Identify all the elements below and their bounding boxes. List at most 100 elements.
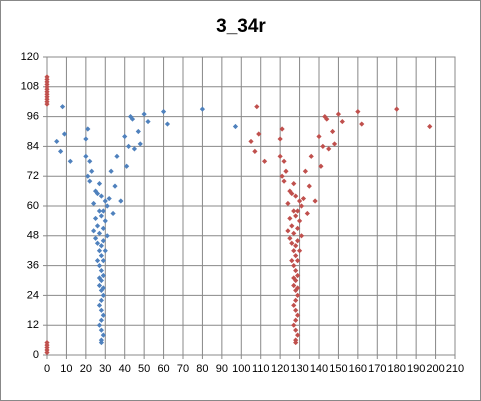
point (262, 158, 268, 164)
point (89, 168, 95, 174)
point (293, 193, 299, 199)
x-tick-label: 160 (349, 363, 367, 375)
point (252, 148, 258, 154)
point (295, 208, 301, 214)
point (102, 198, 108, 204)
y-tick-label: 108 (21, 81, 39, 93)
point (126, 143, 132, 149)
point (96, 322, 103, 328)
point (339, 118, 345, 125)
point (87, 178, 93, 184)
x-tick-label: 110 (252, 363, 270, 375)
point (108, 168, 114, 174)
point (293, 307, 299, 313)
point (298, 203, 305, 209)
y-tick-label: 120 (21, 51, 39, 63)
point (98, 317, 104, 323)
point (291, 322, 297, 328)
point (277, 153, 283, 159)
point (291, 302, 297, 308)
point (100, 258, 106, 264)
point (199, 106, 206, 112)
point (295, 225, 301, 231)
point (289, 258, 295, 264)
point (318, 163, 324, 169)
point (44, 349, 50, 356)
point (326, 146, 332, 152)
point (91, 228, 97, 234)
point (96, 282, 103, 289)
point (135, 128, 141, 135)
point (302, 168, 308, 174)
point (124, 163, 130, 169)
y-tick-label: 84 (27, 140, 39, 152)
x-tick-label: 10 (60, 363, 72, 375)
point (285, 200, 291, 207)
x-tick-label: 80 (196, 363, 208, 375)
point (100, 208, 106, 214)
point (287, 215, 293, 222)
x-tick-label: 210 (446, 363, 464, 375)
point (295, 272, 301, 279)
point (279, 126, 285, 132)
x-tick-label: 0 (44, 363, 50, 375)
x-tick-label: 20 (80, 363, 92, 375)
point (96, 181, 103, 187)
x-tick-label: 100 (232, 363, 250, 375)
point (335, 111, 342, 117)
point (59, 104, 66, 110)
y-tick-label: 36 (27, 260, 39, 272)
point (141, 111, 147, 117)
point (256, 131, 262, 137)
point (293, 339, 299, 346)
point (94, 190, 101, 197)
point (98, 327, 104, 333)
point (254, 104, 260, 110)
point (324, 116, 330, 122)
point (91, 200, 97, 207)
x-tick-label: 130 (290, 363, 308, 375)
x-tick-label: 40 (119, 363, 131, 375)
point (291, 248, 297, 254)
point (355, 109, 361, 115)
point (110, 210, 116, 217)
point (114, 153, 120, 159)
x-tick-label: 180 (388, 363, 406, 375)
point (287, 235, 293, 241)
point (291, 275, 297, 281)
point (129, 116, 136, 122)
point (295, 285, 301, 291)
point (98, 253, 104, 259)
point (98, 339, 104, 346)
point (102, 248, 108, 254)
point (98, 297, 104, 303)
point (137, 141, 143, 147)
point (83, 136, 89, 142)
point (308, 153, 314, 159)
point (320, 143, 326, 149)
point (291, 181, 297, 187)
point (296, 198, 303, 204)
point (122, 133, 128, 140)
point (427, 123, 433, 130)
point (112, 183, 118, 189)
point (44, 101, 50, 107)
x-tick-label: 200 (426, 363, 444, 375)
point (61, 131, 68, 137)
point (131, 146, 138, 152)
point (83, 153, 89, 159)
point (291, 282, 297, 289)
y-tick-label: 24 (27, 289, 39, 301)
x-tick-label: 90 (216, 363, 228, 375)
point (96, 275, 103, 281)
point (359, 121, 365, 127)
point (295, 292, 301, 298)
point (100, 272, 106, 279)
point (248, 138, 254, 145)
point (98, 193, 104, 199)
point (94, 223, 101, 229)
point (100, 238, 106, 244)
point (285, 228, 291, 234)
y-tick-label: 96 (27, 111, 39, 123)
point (331, 141, 338, 147)
